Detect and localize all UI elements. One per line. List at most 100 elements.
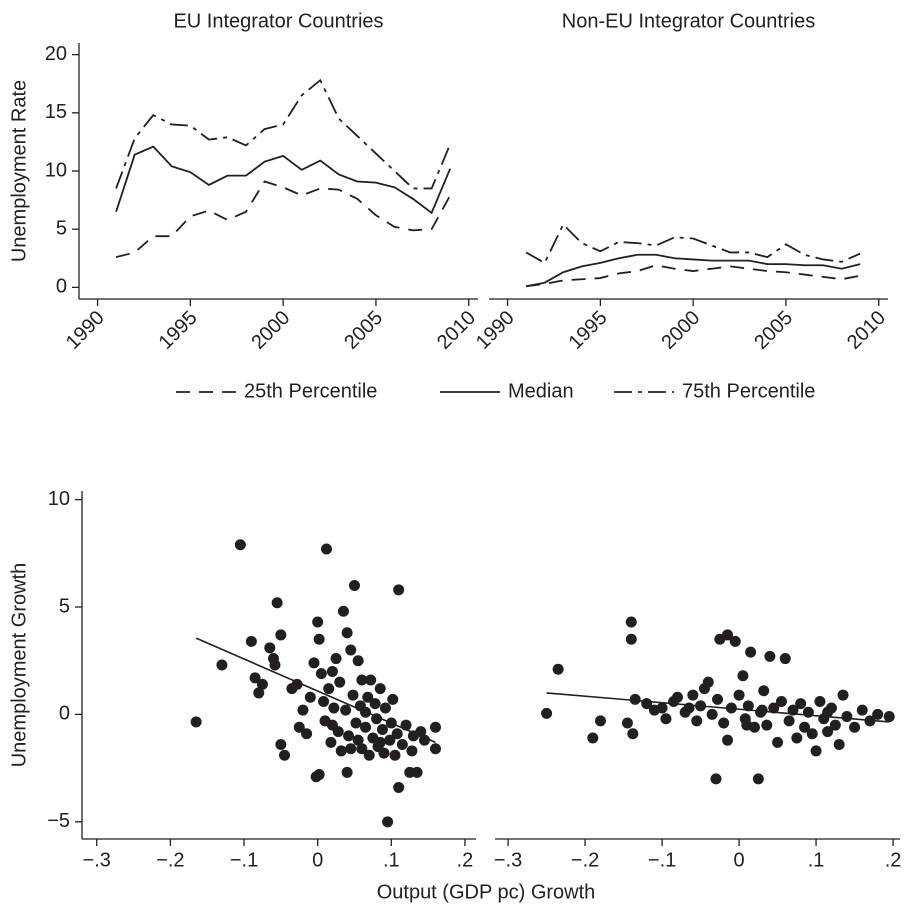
- scatter-point: [352, 655, 364, 667]
- x-tick-label: −.3: [83, 849, 111, 871]
- scatter-point: [768, 702, 780, 714]
- scatter-point: [795, 698, 807, 710]
- scatter-point: [849, 721, 861, 733]
- y-tick-label: 15: [45, 101, 67, 123]
- scatter-point: [313, 769, 325, 781]
- x-tick-label: .1: [383, 849, 400, 871]
- series-line: [115, 145, 451, 215]
- scatter-point: [833, 738, 845, 750]
- scatter-point: [872, 708, 884, 720]
- scatter-point: [799, 721, 811, 733]
- scatter-point: [376, 723, 388, 735]
- x-tick-label: 1990: [62, 307, 109, 354]
- x-tick-label: 2000: [657, 307, 704, 354]
- x-tick-label: −.2: [156, 849, 184, 871]
- y-axis-label: Unemployment Rate: [8, 80, 30, 262]
- scatter-point: [304, 691, 316, 703]
- scatter-point: [391, 728, 403, 740]
- scatter-point: [702, 676, 714, 688]
- scatter-point: [710, 773, 722, 785]
- scatter-point: [249, 672, 261, 684]
- x-axis-label: Output (GDP pc) Growth: [377, 881, 596, 903]
- scatter-point: [856, 704, 868, 716]
- scatter-point: [297, 704, 309, 716]
- series-line: [115, 78, 451, 190]
- scatter-point: [737, 670, 749, 682]
- scatter-point: [406, 745, 418, 757]
- y-tick-label: 5: [59, 595, 70, 617]
- y-tick-label: 0: [59, 703, 70, 725]
- x-tick-label: −.2: [571, 849, 599, 871]
- scatter-point: [362, 691, 374, 703]
- legend-label: Median: [508, 380, 574, 402]
- scatter-point: [356, 674, 368, 686]
- panel-title: EU Integrator Countries: [173, 10, 383, 32]
- scatter-point: [326, 719, 338, 731]
- scatter-point: [275, 738, 287, 750]
- scatter-point: [374, 736, 386, 748]
- scatter-point: [764, 650, 776, 662]
- scatter-point: [337, 605, 349, 617]
- scatter-point: [323, 683, 335, 695]
- scatter-point: [761, 719, 773, 731]
- scatter-point: [321, 543, 333, 555]
- scatter-point: [301, 728, 313, 740]
- scatter-point: [352, 734, 364, 746]
- scatter-point: [348, 580, 360, 592]
- y-tick-label: −5: [47, 810, 70, 832]
- x-tick-label: 2005: [750, 307, 797, 354]
- y-axis-label: Unemployment Growth: [8, 563, 30, 768]
- scatter-point: [772, 736, 784, 748]
- series-line: [525, 253, 861, 288]
- scatter-point: [330, 653, 342, 665]
- scatter-point: [718, 717, 730, 729]
- scatter-point: [625, 616, 637, 628]
- panel-title: Non-EU Integrator Countries: [562, 10, 815, 32]
- scatter-point: [264, 642, 276, 654]
- x-tick-label: −.3: [494, 849, 522, 871]
- scatter-point: [374, 683, 386, 695]
- scatter-point: [783, 715, 795, 727]
- scatter-point: [722, 629, 734, 641]
- scatter-point: [752, 773, 764, 785]
- scatter-point: [318, 696, 330, 708]
- x-tick-label: .1: [808, 849, 825, 871]
- scatter-point: [345, 644, 357, 656]
- x-tick-label: 0: [734, 849, 745, 871]
- fit-line: [195, 637, 436, 744]
- scatter-point: [791, 732, 803, 744]
- scatter-point: [411, 766, 423, 778]
- y-tick-label: 0: [56, 276, 67, 298]
- x-tick-label: 0: [312, 849, 323, 871]
- scatter-point: [335, 745, 347, 757]
- scatter-point: [234, 539, 246, 551]
- x-tick-label: .2: [885, 849, 902, 871]
- scatter-point: [363, 749, 375, 761]
- scatter-point: [325, 736, 337, 748]
- scatter-point: [334, 676, 346, 688]
- series-line: [525, 222, 861, 265]
- y-tick-label: 10: [48, 488, 70, 510]
- scatter-point: [369, 698, 381, 710]
- scatter-point: [552, 663, 564, 675]
- scatter-point: [269, 659, 281, 671]
- scatter-point: [429, 721, 441, 733]
- x-tick-label: 2010: [433, 307, 480, 354]
- scatter-point: [625, 633, 637, 645]
- scatter-point: [429, 743, 441, 755]
- scatter-point: [656, 702, 668, 714]
- x-tick-label: −.1: [648, 849, 676, 871]
- scatter-point: [775, 696, 787, 708]
- scatter-point: [271, 597, 283, 609]
- scatter-point: [627, 728, 639, 740]
- x-tick-label: 1995: [155, 307, 202, 354]
- scatter-point: [822, 706, 834, 718]
- scatter-point: [256, 678, 268, 690]
- x-tick-label: −.1: [230, 849, 258, 871]
- scatter-point: [729, 635, 741, 647]
- series-line: [526, 264, 861, 288]
- scatter-point: [687, 689, 699, 701]
- scatter-point: [779, 653, 791, 665]
- scatter-point: [722, 734, 734, 746]
- x-tick-label: 1990: [472, 307, 519, 354]
